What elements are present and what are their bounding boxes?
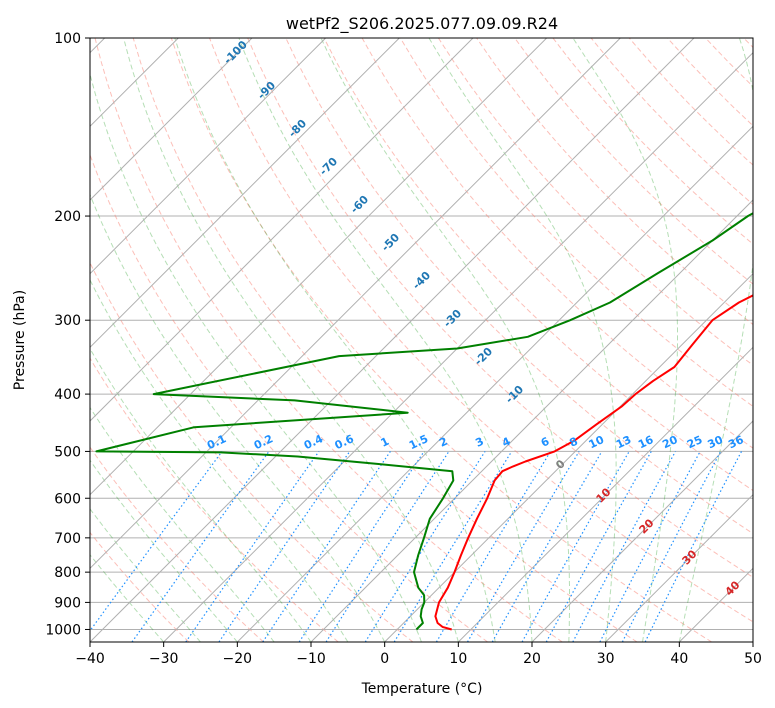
- dry-adiabat: [90, 357, 339, 642]
- x-axis-title: Temperature (°C): [361, 681, 483, 697]
- dry-adiabat: [514, 38, 753, 285]
- x-tick-label: −40: [75, 651, 105, 667]
- dry-adiabat: [90, 531, 190, 642]
- isotherm: [90, 38, 695, 642]
- y-axis-title: Pressure (hPa): [12, 290, 28, 390]
- moist-adiabat: [123, 38, 459, 642]
- y-tick-label: 400: [54, 387, 81, 403]
- y-tick-label: 200: [54, 209, 81, 225]
- isotherm: [90, 38, 327, 275]
- mixing-ratio-line: [90, 451, 223, 632]
- mixing-ratio-label: 25: [685, 433, 704, 451]
- dry-adiabat: [247, 38, 753, 578]
- moist-adiabat: [90, 72, 422, 642]
- moist-adiabat: [428, 38, 617, 642]
- mixing-ratio-line: [325, 451, 450, 642]
- dry-adiabat: [437, 38, 753, 366]
- moist-adiabat: [174, 38, 496, 642]
- mixing-ratio-line: [262, 451, 391, 642]
- isotherm: [90, 38, 548, 496]
- moist-adiabat: [572, 38, 678, 642]
- y-axis: 1000 900 800 700 600 500 400 300 200 100: [45, 31, 90, 638]
- mixing-ratio-line: [572, 451, 677, 642]
- y-tick-label: 800: [54, 565, 81, 581]
- y-tick-label: 100: [54, 31, 81, 47]
- y-tick-label: 500: [54, 444, 81, 460]
- isotherm: [531, 420, 753, 642]
- isotherm: [605, 493, 753, 642]
- y-tick-label: 700: [54, 531, 81, 547]
- x-tick-label: 50: [744, 651, 762, 667]
- dry-adiabat: [323, 38, 753, 492]
- isotherm: [90, 38, 253, 201]
- temperature-line: [434, 294, 753, 631]
- mixing-ratio-label: 36: [726, 433, 746, 451]
- mixing-ratio-line: [131, 451, 270, 642]
- isotherm: [310, 199, 753, 642]
- mixing-ratio-line: [545, 451, 652, 642]
- mixing-ratio-label: 13: [614, 433, 633, 451]
- dry-adiabat: [90, 446, 264, 642]
- moist-adiabat: [90, 406, 275, 642]
- chart-title: wetPf2_S206.2025.077.09.09.R24: [286, 14, 558, 34]
- x-tick-label: −20: [223, 651, 253, 667]
- moist-adiabat: [678, 38, 753, 642]
- isotherm: [90, 38, 474, 422]
- mixing-ratio-label: 30: [706, 433, 726, 451]
- x-tick-label: −10: [296, 651, 326, 667]
- moist-adiabat: [90, 278, 349, 642]
- moist-adiabat: [320, 38, 570, 642]
- y-tick-label: 600: [54, 491, 81, 507]
- x-tick-label: 10: [449, 651, 467, 667]
- plot-frame: [89, 37, 754, 643]
- x-tick-label: 40: [670, 651, 688, 667]
- dry-adiabat: [399, 38, 753, 408]
- y-tick-label: 300: [54, 313, 81, 329]
- moist-adiabat: [90, 193, 386, 642]
- mixing-ratio-label: 16: [636, 433, 656, 451]
- mixing-ratio-line: [621, 451, 722, 642]
- isotherm: [236, 125, 753, 642]
- dry-adiabat: [170, 38, 712, 642]
- moist-adiabat: [90, 459, 238, 642]
- x-tick-label: 0: [380, 651, 389, 667]
- isotherm: [90, 38, 400, 349]
- mixing-ratio-line: [393, 451, 513, 642]
- dry-adiabat: [209, 38, 753, 623]
- dewpoint-line: [95, 212, 753, 631]
- isotherm: [457, 346, 753, 642]
- x-axis: −40 −30 −20 −10 0 10 20 30 40 50: [75, 642, 762, 667]
- mixing-ratio-line: [218, 451, 351, 642]
- y-tick-label: 1000: [45, 622, 81, 638]
- x-tick-label: 20: [523, 651, 541, 667]
- mixing-ratio-line: [298, 451, 425, 642]
- x-tick-label: −30: [149, 651, 179, 667]
- mixing-ratio-line: [521, 451, 630, 642]
- mixing-ratio-line: [185, 451, 320, 642]
- isotherm: [384, 272, 753, 642]
- dry-adiabat: [94, 38, 563, 642]
- mixing-ratio-label: 10: [587, 433, 607, 451]
- mixing-ratio-label: 20: [660, 433, 680, 451]
- mixing-ratio-line: [644, 451, 743, 642]
- isotherm: [163, 51, 753, 642]
- isotherm: [90, 38, 621, 570]
- series-layer: [95, 212, 753, 631]
- dry-adiabat: [90, 153, 488, 642]
- y-tick-label: 900: [54, 595, 81, 611]
- dry-adiabat: [132, 38, 638, 642]
- moist-adiabat: [238, 38, 533, 642]
- x-tick-label: 30: [597, 651, 615, 667]
